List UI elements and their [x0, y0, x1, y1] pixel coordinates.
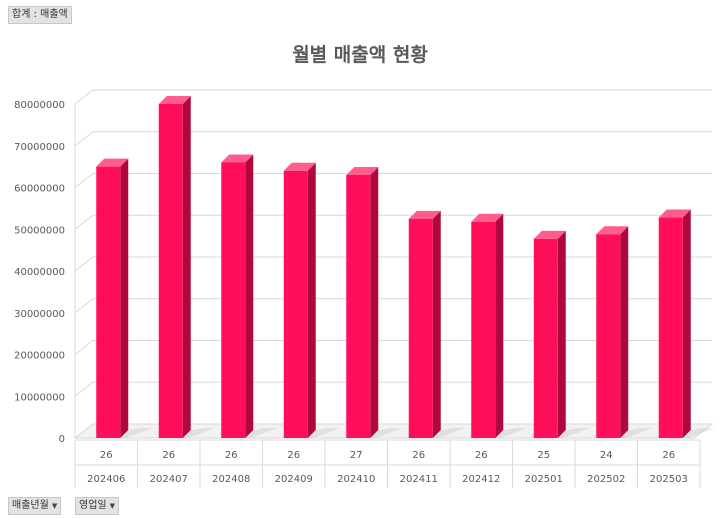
bar-side	[245, 154, 254, 438]
sub-category-label: 26	[100, 450, 113, 461]
bar	[221, 162, 246, 438]
field-button-year-month-label: 매출년월	[12, 500, 49, 511]
category-label: 202407	[150, 474, 188, 485]
bar-top	[96, 158, 129, 167]
sum-field-label: 합계 : 매출액	[8, 6, 72, 24]
field-button-year-month[interactable]: 매출년월 ▼	[8, 497, 62, 515]
y-tick-label: 20000000	[14, 351, 65, 362]
y-tick-label: 60000000	[14, 184, 65, 195]
y-tick-label: 30000000	[14, 309, 65, 320]
bar	[533, 238, 558, 438]
sub-category-label: 26	[412, 450, 425, 461]
category-label: 202411	[400, 474, 438, 485]
gridline	[74, 298, 712, 314]
category-label: 202501	[525, 474, 563, 485]
sum-field-text: 합계 : 매출액	[12, 9, 68, 20]
bar-top	[408, 210, 441, 219]
gridline	[74, 381, 712, 397]
sub-category-label: 26	[225, 450, 238, 461]
sub-category-label: 26	[287, 450, 300, 461]
bar	[283, 170, 308, 439]
dropdown-arrow-icon: ▼	[51, 502, 58, 510]
category-label: 202412	[462, 474, 500, 485]
field-button-business-days-label: 영업일	[79, 500, 107, 511]
gridline	[74, 89, 712, 105]
sub-category-label: 26	[662, 450, 675, 461]
field-button-business-days[interactable]: 영업일 ▼	[75, 497, 119, 515]
sub-category-label: 24	[600, 450, 613, 461]
bar	[96, 166, 121, 438]
bar-side	[182, 96, 191, 438]
bar	[346, 174, 371, 438]
bar-side	[370, 166, 379, 438]
category-label: 202408	[212, 474, 250, 485]
dropdown-arrow-icon: ▼	[109, 502, 115, 510]
category-label: 202502	[587, 474, 625, 485]
sub-category-label: 25	[537, 450, 550, 461]
y-tick-label: 10000000	[14, 392, 65, 403]
bar	[408, 218, 433, 438]
bar-top	[471, 213, 504, 222]
bar	[158, 104, 183, 438]
y-tick-label: 40000000	[14, 267, 65, 278]
y-tick-label: 80000000	[14, 100, 65, 111]
category-label: 202410	[337, 474, 375, 485]
gridline	[74, 214, 712, 230]
bar-top	[596, 226, 629, 235]
gridline	[74, 340, 712, 355]
bar-side	[120, 158, 129, 438]
bar-top	[533, 230, 566, 239]
bar-side	[432, 210, 441, 438]
gridline	[74, 173, 712, 188]
bar-side	[557, 230, 566, 438]
bar-top	[658, 209, 691, 218]
bar	[471, 221, 496, 438]
category-label: 202503	[650, 474, 688, 485]
y-tick-label: 0	[59, 434, 65, 445]
bar-top	[283, 162, 316, 171]
bar-top	[346, 166, 379, 175]
chart-title: 월별 매출액 현황	[292, 44, 428, 66]
bar-top	[158, 96, 191, 104]
bar	[596, 234, 621, 438]
category-label: 202406	[87, 474, 125, 485]
bar	[658, 217, 683, 438]
bar-side	[495, 213, 504, 438]
sub-category-label: 26	[475, 450, 488, 461]
y-tick-label: 50000000	[14, 225, 65, 236]
bar-side	[307, 162, 316, 439]
category-label: 202409	[275, 474, 313, 485]
bar-side	[682, 209, 691, 438]
sub-category-label: 26	[162, 450, 175, 461]
gridline	[74, 256, 712, 272]
y-tick-label: 70000000	[14, 142, 65, 153]
sub-category-label: 27	[350, 450, 363, 461]
bar-side	[620, 226, 629, 438]
gridline	[74, 131, 712, 147]
bar-top	[221, 154, 254, 163]
